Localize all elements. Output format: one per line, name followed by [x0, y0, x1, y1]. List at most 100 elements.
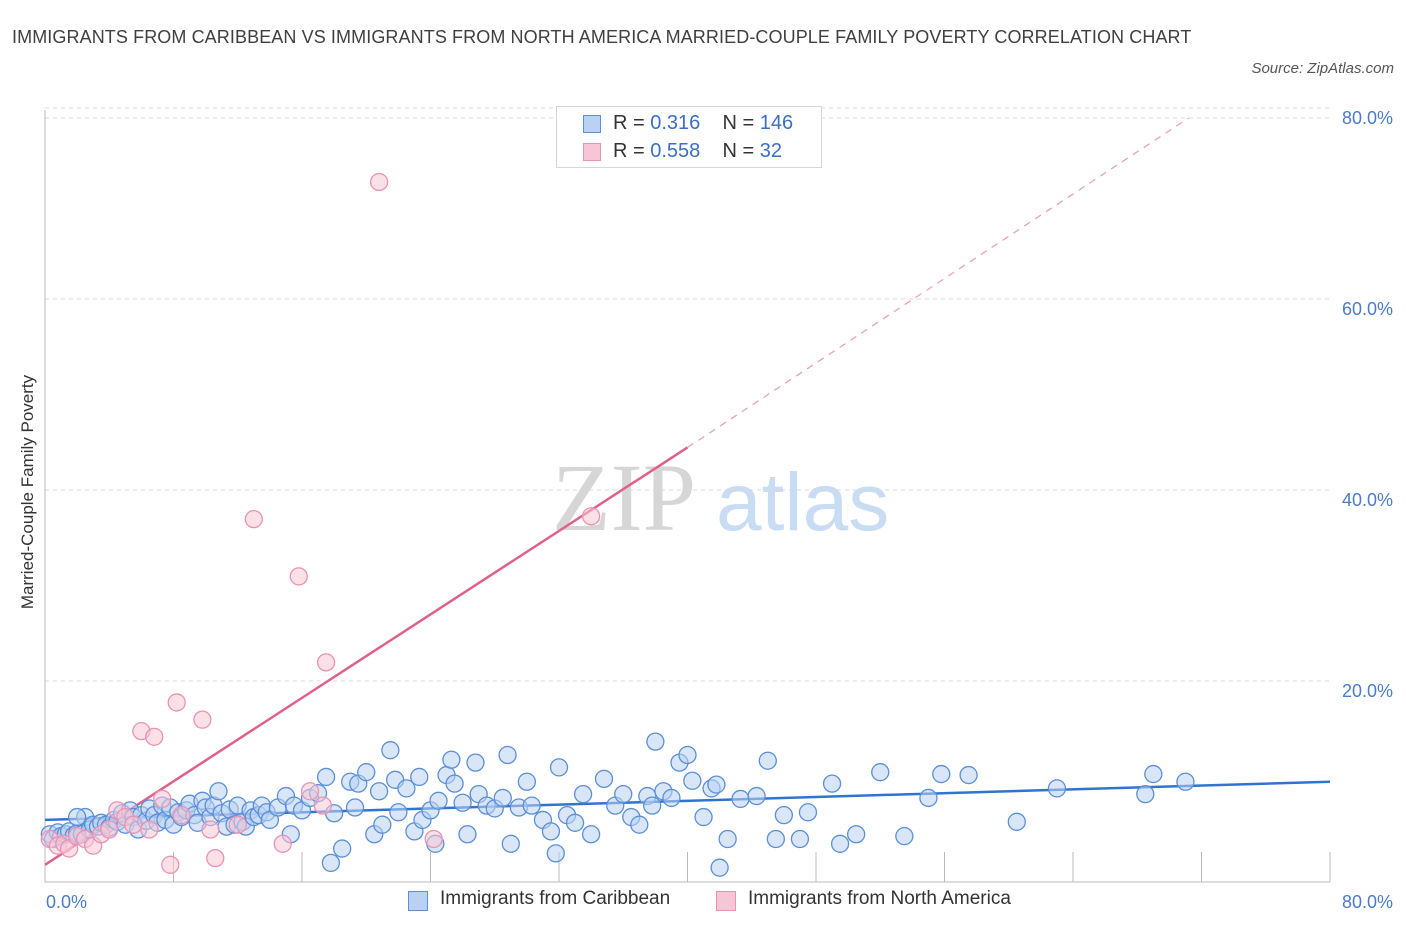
point-caribbean [758, 751, 777, 770]
point-north-america [300, 782, 320, 801]
point-caribbean [1047, 779, 1067, 798]
point-caribbean [847, 825, 866, 844]
x-tick-label: 0.0% [46, 892, 87, 912]
legend-swatch-caribbean [583, 115, 601, 133]
point-north-america [172, 806, 191, 825]
point-north-america [244, 509, 263, 529]
point-north-america [193, 710, 212, 729]
y-tick-label: 40.0% [1342, 490, 1393, 510]
bottom-legend-label-north-america: Immigrants from North America [748, 888, 1011, 909]
point-caribbean [466, 753, 485, 772]
legend-swatch-north-america [583, 143, 601, 161]
trendline-north-america [44, 446, 689, 866]
point-caribbean [316, 767, 336, 787]
point-north-america [273, 834, 292, 853]
point-caribbean [662, 788, 681, 808]
point-caribbean [429, 791, 448, 810]
point-caribbean [453, 793, 472, 812]
point-caribbean [389, 803, 408, 822]
point-caribbean [594, 769, 614, 789]
point-caribbean [517, 772, 537, 791]
point-north-america [161, 855, 180, 874]
point-north-america [289, 567, 308, 586]
point-north-america [424, 829, 443, 849]
correlation-legend: R = 0.316 N = 146 R = 0.558 N = 32 [556, 106, 822, 168]
point-caribbean [1176, 772, 1195, 791]
trendline-north-america-extension [687, 117, 1190, 449]
x-tick-label: 80.0% [1342, 892, 1393, 912]
point-caribbean [646, 732, 665, 751]
point-caribbean [718, 829, 737, 849]
point-north-america [167, 693, 186, 712]
point-north-america [316, 653, 336, 672]
point-caribbean [774, 806, 794, 825]
point-caribbean [766, 829, 785, 849]
legend-n-label: N = [722, 140, 760, 162]
point-caribbean [381, 741, 400, 760]
point-caribbean [397, 779, 416, 798]
point-caribbean [501, 834, 520, 853]
point-caribbean [678, 745, 697, 765]
point-north-america [201, 820, 220, 839]
point-caribbean [209, 782, 228, 801]
chart-title: IMMIGRANTS FROM CARIBBEAN VS IMMIGRANTS … [12, 27, 1192, 47]
data-points [40, 172, 1195, 877]
legend-r-label: R = [613, 112, 651, 134]
point-caribbean [410, 767, 429, 787]
bottom-legend-label-caribbean: Immigrants from Caribbean [440, 888, 671, 909]
point-caribbean [683, 771, 702, 790]
legend-n-value: 32 [759, 140, 783, 162]
legend-r-value: 0.558 [650, 140, 701, 162]
point-caribbean [549, 758, 569, 777]
point-north-america [145, 727, 164, 746]
point-caribbean [710, 858, 729, 877]
point-caribbean [919, 788, 938, 808]
legend-r-value: 0.316 [650, 112, 701, 134]
point-caribbean [345, 798, 365, 817]
y-tick-labels: 20.0% 40.0% 60.0% 80.0% [1342, 108, 1393, 701]
y-tick-label: 60.0% [1342, 299, 1393, 319]
watermark-atlas: atlas [716, 457, 889, 548]
point-caribbean [565, 813, 585, 832]
point-caribbean [67, 807, 87, 827]
legend-r-label: R = [613, 140, 651, 162]
point-north-america [100, 820, 119, 839]
x-tick-labels: 0.0% 80.0% [46, 892, 1393, 912]
point-north-america [124, 815, 143, 834]
point-caribbean [694, 807, 713, 827]
point-caribbean [790, 829, 810, 849]
point-caribbean [871, 763, 890, 782]
point-north-america [581, 507, 601, 526]
point-caribbean [959, 765, 978, 785]
watermark: ZIP atlas [552, 444, 889, 551]
point-caribbean [630, 815, 649, 834]
point-caribbean [1144, 764, 1163, 784]
point-caribbean [498, 745, 517, 765]
point-caribbean [1136, 784, 1155, 804]
point-caribbean [614, 784, 633, 804]
point-caribbean [581, 825, 601, 844]
legend-n-label: N = [722, 112, 760, 134]
point-caribbean [798, 803, 818, 822]
point-caribbean [895, 827, 914, 846]
y-tick-label: 20.0% [1342, 681, 1393, 701]
point-caribbean [932, 764, 951, 784]
point-caribbean [731, 789, 750, 809]
point-caribbean [546, 844, 565, 863]
point-caribbean [458, 825, 477, 844]
point-north-america [313, 796, 333, 815]
point-north-america [153, 789, 172, 809]
point-north-america [228, 815, 247, 834]
bottom-legend-swatch-caribbean [408, 891, 428, 911]
point-caribbean [573, 784, 593, 804]
point-caribbean [707, 775, 726, 794]
point-caribbean [830, 834, 850, 853]
point-north-america [206, 848, 225, 868]
point-caribbean [445, 774, 464, 793]
point-caribbean [522, 796, 541, 815]
y-tick-label: 80.0% [1342, 108, 1393, 128]
point-caribbean [373, 815, 392, 834]
point-north-america [369, 172, 389, 192]
grid-lines [45, 107, 1330, 682]
